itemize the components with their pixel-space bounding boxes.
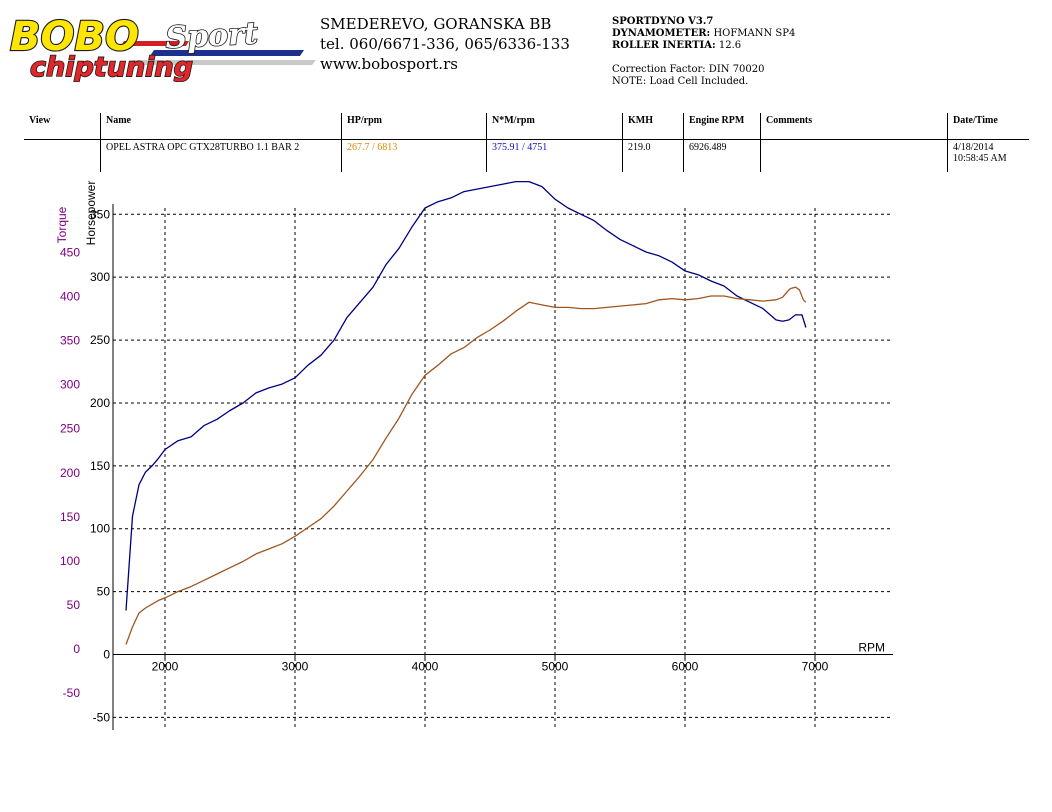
horsepower-tick-label: 100 [90, 522, 110, 536]
torque-tick-label: 150 [60, 510, 80, 524]
horsepower-tick-label: 50 [97, 585, 111, 599]
horsepower-tick-label: 150 [90, 459, 110, 473]
logo-stripes [121, 41, 316, 65]
torque-tick-label: 350 [60, 334, 80, 348]
roller-inertia-label: ROLLER INERTIA: [612, 40, 716, 51]
x-tick-label: 5000 [542, 660, 569, 674]
chart-series [125, 180, 807, 645]
torque-tick-label: 250 [60, 422, 80, 436]
chart-gridlines [113, 208, 893, 730]
dyno-info: SPORTDYNO V3.7 DYNAMOMETER: HOFMANN SP4 … [612, 16, 795, 88]
correction-factor: Correction Factor: DIN 70020 [612, 64, 765, 75]
series-line-torque [125, 180, 807, 611]
torque-tick-label: 100 [60, 554, 80, 568]
horsepower-tick-label: 250 [90, 333, 110, 347]
torque-tick-label: 400 [60, 290, 80, 304]
torque-tick-label: 200 [60, 466, 80, 480]
torque-tick-label: 300 [60, 378, 80, 392]
header-nm: N*M/rpm [486, 113, 623, 140]
dyno-chart: 2000 3000 4000 5000 6000 7000-500501001502002… [55, 180, 893, 730]
run-table-header: View Name HP/rpm N*M/rpm KMH Engine RPM … [24, 113, 1029, 140]
dyno-software: SPORTDYNO V3.7 [612, 16, 714, 27]
x-tick-label: 3000 [282, 660, 309, 674]
cell-name: OPEL ASTRA OPC GTX28TURBO 1.1 BAR 2 [100, 139, 342, 172]
horsepower-tick-label: 350 [90, 207, 110, 221]
horsepower-axis-label: Horsepower [84, 181, 98, 246]
shop-website: www.bobosport.rs [320, 55, 458, 73]
torque-tick-label: 450 [60, 246, 80, 260]
torque-tick-label: 0 [73, 642, 80, 656]
chart-tick-labels: 2000 3000 4000 5000 6000 7000-500501001502002… [60, 207, 829, 724]
run-table: View Name HP/rpm N*M/rpm KMH Engine RPM … [24, 113, 1029, 172]
torque-tick-label: 50 [67, 598, 81, 612]
horsepower-tick-label: -50 [93, 710, 111, 724]
series-line-horsepower [125, 286, 807, 645]
cell-view [24, 140, 101, 173]
header-hp: HP/rpm [341, 113, 487, 140]
logo-script-text: Sport [165, 16, 259, 56]
load-cell-note: NOTE: Load Cell Included. [612, 76, 749, 87]
horsepower-tick-label: 300 [90, 270, 110, 284]
logo-brand-text: BOBO [10, 14, 139, 60]
cell-nm: 375.91 / 4751 [486, 139, 623, 172]
table-row[interactable]: OPEL ASTRA OPC GTX28TURBO 1.1 BAR 2 267.… [24, 139, 1029, 173]
chart-axes [112, 204, 893, 730]
x-tick-label: 2000 [152, 660, 179, 674]
cell-date-time: 4/18/2014 10:58:45 AM [947, 139, 1029, 172]
horsepower-tick-label: 200 [90, 396, 110, 410]
header-date-time: Date/Time [947, 113, 1029, 140]
bobosport-logo: BOBO Sport chiptuning [9, 13, 316, 82]
cell-kmh: 219.0 [622, 139, 684, 172]
header-engine-rpm: Engine RPM [683, 113, 761, 140]
torque-axis-label: Torque [55, 206, 69, 243]
logo-tag-text: chiptuning [30, 52, 193, 82]
shop-info: SMEDEREVO, GORANSKA BB tel. 060/6671-336… [320, 14, 570, 74]
shop-address: SMEDEREVO, GORANSKA BB [320, 15, 552, 33]
x-tick-label: 4000 [412, 660, 439, 674]
horsepower-tick-label: 0 [103, 648, 110, 662]
cell-engine-rpm: 6926.489 [683, 139, 761, 172]
cell-hp: 267.7 / 6813 [341, 139, 487, 172]
shop-phone: tel. 060/6671-336, 065/6336-133 [320, 35, 570, 53]
x-tick-label: 6000 [672, 660, 699, 674]
header-comments: Comments [760, 113, 948, 140]
dyno-model-label: DYNAMOMETER: [612, 28, 711, 39]
x-axis-label: RPM [858, 641, 885, 655]
torque-tick-label: -50 [63, 686, 81, 700]
header-view: View [24, 113, 101, 140]
header-kmh: KMH [622, 113, 684, 140]
header-name: Name [100, 113, 342, 140]
dyno-model-value: HOFMANN SP4 [713, 28, 796, 39]
roller-inertia-value: 12.6 [718, 40, 742, 51]
cell-comments [760, 139, 948, 172]
x-tick-label: 7000 [802, 660, 829, 674]
